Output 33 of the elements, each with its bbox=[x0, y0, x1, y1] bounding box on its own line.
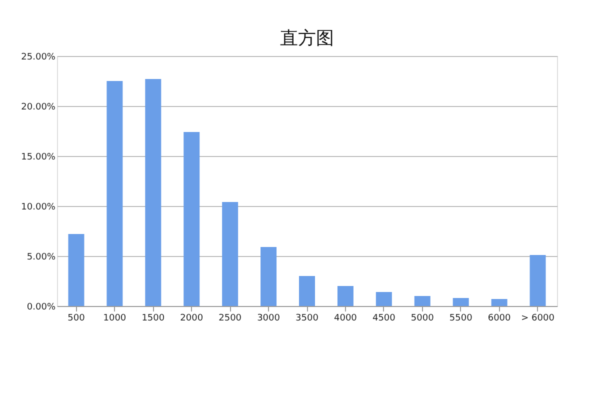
x-tick-label: 3000 bbox=[257, 314, 280, 324]
x-tick-label: 1500 bbox=[142, 314, 165, 324]
x-tick-label: 4500 bbox=[372, 314, 396, 324]
bar bbox=[260, 247, 277, 306]
bar bbox=[106, 81, 123, 306]
chart-title: 直方图 bbox=[280, 28, 334, 49]
y-tick-label: 15.00% bbox=[21, 152, 56, 162]
x-tick-label: 1000 bbox=[103, 314, 126, 324]
x-tick-label: 500 bbox=[68, 314, 86, 324]
x-tick-label: > 6000 bbox=[521, 314, 555, 324]
x-tick-label: 5000 bbox=[410, 314, 434, 324]
bar bbox=[452, 298, 469, 306]
x-tick-label: 2000 bbox=[180, 314, 204, 324]
y-tick-label: 0.00% bbox=[26, 302, 56, 312]
y-tick-label: 20.00% bbox=[21, 102, 56, 112]
x-tick-label: 2500 bbox=[218, 314, 242, 324]
x-tick-label: 3500 bbox=[296, 314, 319, 324]
y-tick-label: 10.00% bbox=[21, 202, 56, 212]
bar bbox=[68, 234, 84, 306]
y-tick-label: 25.00% bbox=[21, 52, 56, 62]
x-tick-label: 6000 bbox=[488, 314, 512, 324]
bar bbox=[337, 286, 354, 306]
x-tick-label: 5500 bbox=[449, 314, 473, 324]
bar bbox=[414, 296, 430, 306]
bar bbox=[491, 299, 508, 306]
bar bbox=[299, 276, 315, 306]
bar bbox=[530, 255, 546, 306]
bar bbox=[376, 292, 392, 306]
bar bbox=[145, 79, 162, 306]
x-tick-label: 4000 bbox=[334, 314, 358, 324]
y-tick-label: 5.00% bbox=[26, 252, 56, 262]
bar bbox=[222, 202, 238, 306]
bar bbox=[184, 132, 200, 306]
